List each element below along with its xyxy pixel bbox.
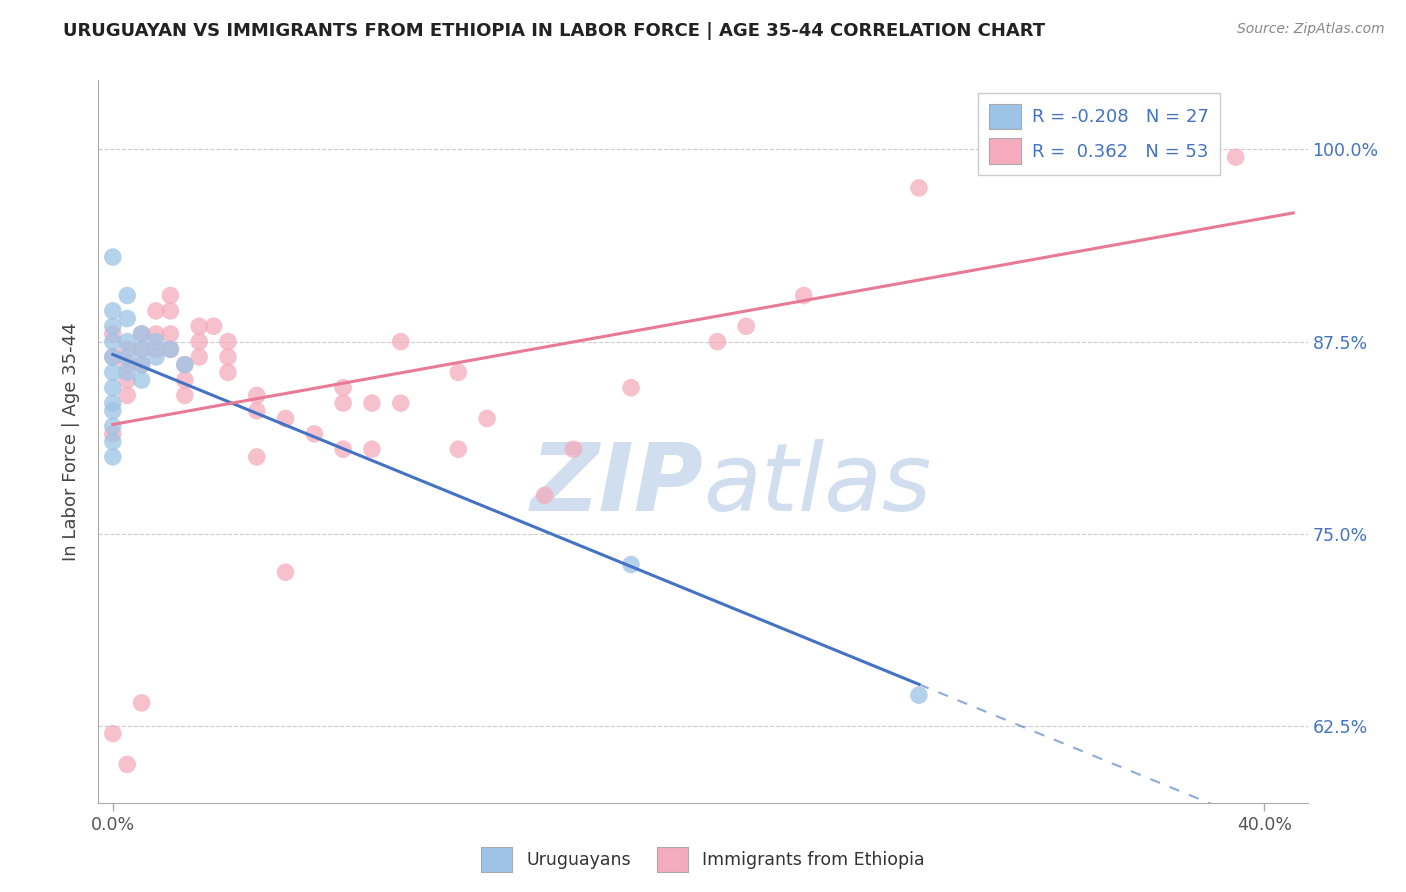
Point [1225,150,1247,164]
Point [447,365,470,379]
Point [101,326,124,341]
Point [246,450,269,464]
Point [101,350,124,364]
Point [131,358,153,372]
Point [173,358,195,372]
Point [274,565,297,579]
Point [1195,135,1218,149]
Point [389,396,412,410]
Point [173,358,195,372]
Point [217,350,239,364]
Point [131,358,153,372]
Point [131,373,153,387]
Point [115,365,138,379]
Point [131,343,153,357]
Point [159,343,181,357]
Point [304,426,326,441]
Point [332,442,354,457]
Point [101,434,124,449]
Point [159,304,181,318]
Point [246,404,269,418]
Point [159,288,181,302]
Point [217,334,239,349]
Point [101,404,124,418]
Point [115,311,138,326]
Point [173,388,195,402]
Point [131,343,153,357]
Point [145,343,167,357]
Point [202,319,225,334]
Point [908,181,931,195]
Point [115,350,138,364]
Point [217,365,239,379]
Point [706,334,728,349]
Point [620,381,643,395]
Point [793,288,815,302]
Point [101,419,124,434]
Point [173,373,195,387]
Point [332,381,354,395]
Text: atlas: atlas [703,440,931,531]
Text: Source: ZipAtlas.com: Source: ZipAtlas.com [1237,22,1385,37]
Point [562,442,585,457]
Point [274,411,297,425]
Point [447,442,470,457]
Point [188,334,211,349]
Point [188,350,211,364]
Point [101,334,124,349]
Point [101,381,124,395]
Point [101,350,124,364]
Point [533,488,555,502]
Legend: Uruguayans, Immigrants from Ethiopia: Uruguayans, Immigrants from Ethiopia [474,840,932,879]
Point [101,250,124,264]
Point [389,334,412,349]
Point [115,358,138,372]
Point [332,396,354,410]
Point [101,726,124,740]
Point [115,288,138,302]
Point [131,326,153,341]
Point [145,304,167,318]
Point [101,319,124,334]
Point [131,696,153,710]
Point [115,373,138,387]
Point [188,319,211,334]
Point [159,326,181,341]
Point [145,334,167,349]
Point [620,558,643,572]
Point [908,688,931,702]
Point [115,757,138,772]
Point [101,450,124,464]
Point [115,388,138,402]
Point [145,350,167,364]
Point [115,334,138,349]
Point [101,365,124,379]
Point [101,396,124,410]
Text: URUGUAYAN VS IMMIGRANTS FROM ETHIOPIA IN LABOR FORCE | AGE 35-44 CORRELATION CHA: URUGUAYAN VS IMMIGRANTS FROM ETHIOPIA IN… [63,22,1046,40]
Y-axis label: In Labor Force | Age 35-44: In Labor Force | Age 35-44 [62,322,80,561]
Point [361,396,384,410]
Point [101,304,124,318]
Point [131,326,153,341]
Point [735,319,758,334]
Point [475,411,498,425]
Point [145,326,167,341]
Point [246,388,269,402]
Point [101,426,124,441]
Text: ZIP: ZIP [530,439,703,531]
Legend: R = -0.208   N = 27, R =  0.362   N = 53: R = -0.208 N = 27, R = 0.362 N = 53 [979,93,1220,175]
Point [361,442,384,457]
Point [159,343,181,357]
Point [115,343,138,357]
